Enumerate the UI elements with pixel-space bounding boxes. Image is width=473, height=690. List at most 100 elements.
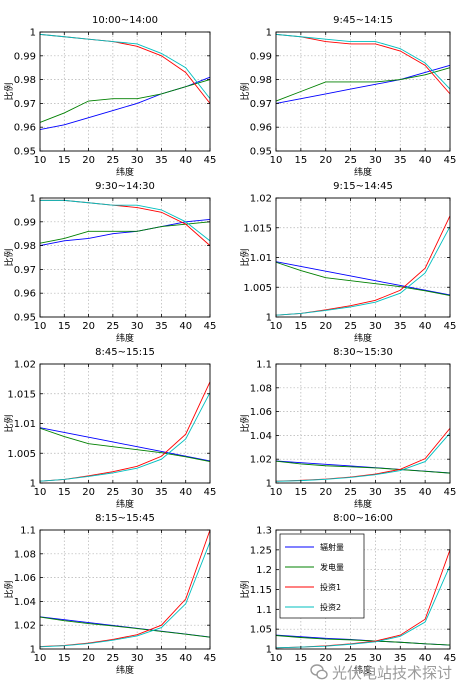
y-tick-label: 1.005 bbox=[7, 449, 36, 460]
series-line-invest1 bbox=[275, 427, 451, 482]
y-axis-label: 比例 bbox=[3, 414, 15, 432]
series-line-generation bbox=[275, 67, 451, 102]
series-line-invest2 bbox=[40, 199, 211, 242]
series-line-generation bbox=[39, 79, 211, 123]
legend-label-invest1: 投资1 bbox=[320, 582, 341, 592]
x-tick-label: 20 bbox=[319, 653, 332, 664]
x-axis-label: 纬度 bbox=[116, 332, 134, 344]
series-line-invest1 bbox=[275, 33, 451, 95]
x-tick-label: 30 bbox=[131, 321, 144, 332]
x-tick-label: 30 bbox=[369, 321, 382, 332]
series-line-generation bbox=[39, 221, 211, 244]
x-tick-label: 20 bbox=[82, 321, 95, 332]
x-axis-label: 纬度 bbox=[354, 664, 372, 676]
x-tick-label: 20 bbox=[82, 653, 95, 664]
y-tick-label: 1 bbox=[266, 479, 272, 490]
axes-box bbox=[39, 31, 211, 152]
series-line-generation bbox=[39, 616, 211, 638]
x-tick-label: 30 bbox=[369, 155, 382, 166]
x-tick-label: 40 bbox=[419, 155, 432, 166]
x-tick-label: 25 bbox=[344, 155, 357, 166]
y-tick-label: 0.97 bbox=[14, 99, 36, 110]
y-axis-label: 比例 bbox=[3, 248, 15, 266]
x-tick-label: 20 bbox=[319, 487, 332, 498]
watermark-text: 光伏电站技术探讨 bbox=[332, 663, 453, 682]
y-tick-label: 1.01 bbox=[14, 419, 36, 430]
y-axis-label: 比例 bbox=[239, 414, 251, 432]
x-tick-label: 20 bbox=[319, 155, 332, 166]
x-tick-label: 10 bbox=[34, 321, 47, 332]
y-axis-label: 比例 bbox=[239, 580, 251, 598]
series-line-invest1 bbox=[40, 199, 211, 246]
y-axis-label: 比例 bbox=[239, 248, 251, 266]
series-line-invest1 bbox=[39, 529, 211, 648]
y-axis-label: 比例 bbox=[239, 82, 251, 100]
series-line-generation bbox=[275, 635, 451, 646]
y-tick-label: 0.96 bbox=[14, 289, 36, 300]
y-tick-label: 0.95 bbox=[14, 313, 36, 324]
x-tick-label: 10 bbox=[270, 653, 283, 664]
x-tick-label: 15 bbox=[58, 653, 71, 664]
series-line-invest2 bbox=[275, 432, 451, 482]
y-tick-label: 1.08 bbox=[14, 549, 36, 560]
x-tick-label: 10 bbox=[34, 653, 47, 664]
axes-box bbox=[39, 197, 211, 318]
y-tick-label: 0.98 bbox=[250, 75, 272, 86]
x-tick-label: 25 bbox=[344, 487, 357, 498]
x-tick-label: 10 bbox=[270, 155, 283, 166]
x-tick-label: 10 bbox=[270, 321, 283, 332]
chart-title: 8:15~15:45 bbox=[95, 513, 155, 524]
y-tick-label: 0.98 bbox=[14, 241, 36, 252]
x-tick-label: 25 bbox=[106, 321, 119, 332]
y-tick-label: 1 bbox=[30, 479, 36, 490]
y-tick-label: 1.04 bbox=[250, 431, 272, 442]
x-tick-label: 20 bbox=[319, 321, 332, 332]
axes-box bbox=[275, 31, 451, 152]
y-tick-label: 1.04 bbox=[14, 597, 36, 608]
x-axis-label: 纬度 bbox=[116, 498, 134, 510]
series-line-invest2 bbox=[275, 226, 451, 316]
x-tick-label: 15 bbox=[58, 321, 71, 332]
x-tick-label: 35 bbox=[394, 321, 407, 332]
chart-panel-8: 10 15 20 25 30 35 40 45 1 1.05 1.1 1.15 1.2 1.25 1.3 8:… bbox=[239, 513, 456, 676]
x-tick-label: 15 bbox=[58, 487, 71, 498]
series-line-invest2 bbox=[39, 392, 211, 482]
chart-panel-6: 10 15 20 25 30 35 40 45 1 1.02 1.04 1.06 1.08 1.1 8:30… bbox=[239, 347, 456, 510]
legend-label-invest2: 投资2 bbox=[320, 602, 341, 612]
x-tick-label: 45 bbox=[444, 321, 457, 332]
x-tick-label: 15 bbox=[294, 321, 307, 332]
x-tick-label: 35 bbox=[155, 155, 168, 166]
series-line-invest2 bbox=[275, 33, 451, 90]
y-tick-label: 0.96 bbox=[250, 123, 272, 134]
chart-panel-2: 10 15 20 25 30 35 40 45 0.95 0.96 0.97 0.98 0.99 1 9:4… bbox=[239, 15, 456, 178]
y-tick-label: 1.2 bbox=[256, 565, 272, 576]
y-tick-label: 1 bbox=[266, 28, 272, 39]
axes-box bbox=[275, 363, 451, 484]
x-tick-label: 10 bbox=[270, 487, 283, 498]
x-tick-label: 45 bbox=[444, 487, 457, 498]
x-tick-label: 45 bbox=[444, 653, 457, 664]
axes-box bbox=[39, 529, 211, 650]
chart-panel-1: 10 15 20 25 30 35 40 45 0.95 0.96 0.97 0.98 0.99 1 10:… bbox=[3, 15, 216, 178]
legend-label-radiation: 辐射量 bbox=[320, 542, 344, 552]
x-tick-label: 45 bbox=[204, 653, 217, 664]
y-tick-label: 1.1 bbox=[256, 605, 272, 616]
series-line-invest2 bbox=[39, 33, 211, 99]
x-tick-label: 15 bbox=[294, 155, 307, 166]
chart-title: 8:45~15:15 bbox=[95, 347, 155, 358]
y-tick-label: 0.99 bbox=[14, 51, 36, 62]
x-axis-label: 纬度 bbox=[116, 166, 134, 178]
chart-title: 9:30~14:30 bbox=[95, 181, 155, 192]
series-line-invest1 bbox=[39, 381, 211, 482]
x-tick-label: 15 bbox=[294, 653, 307, 664]
chart-title: 9:15~14:45 bbox=[333, 181, 393, 192]
y-tick-label: 1.15 bbox=[250, 585, 272, 596]
x-tick-label: 35 bbox=[394, 155, 407, 166]
y-tick-label: 1 bbox=[30, 194, 36, 205]
x-tick-label: 30 bbox=[369, 487, 382, 498]
y-tick-label: 1.05 bbox=[250, 625, 272, 636]
x-tick-label: 25 bbox=[344, 653, 357, 664]
series-line-radiation bbox=[275, 261, 451, 296]
